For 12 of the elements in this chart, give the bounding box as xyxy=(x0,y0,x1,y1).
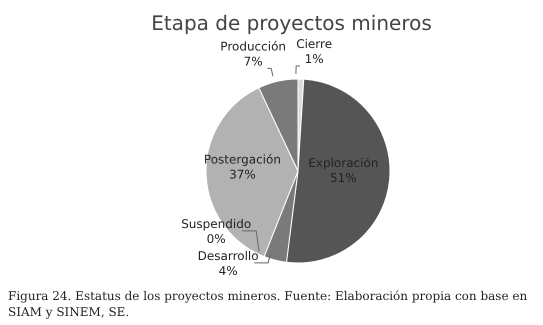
chart-title: Etapa de proyectos mineros xyxy=(150,10,433,37)
slice-label: Producción xyxy=(220,39,286,54)
slice-label: Cierre xyxy=(296,37,332,52)
text: 0% xyxy=(206,232,226,246)
data-label: 37% xyxy=(229,168,256,182)
data-label: 7% xyxy=(244,54,263,68)
category-label: Suspendido xyxy=(181,216,252,231)
text: Figura 24. Estatus de los proyectos mineros. Fuente: Elaboración propia con base en SIAM y SINEM, SE. xyxy=(8,288,528,320)
data-label: 4% xyxy=(218,264,238,278)
data-label: 1% xyxy=(304,52,324,66)
slice-label: Desarrollo xyxy=(198,248,259,263)
slice-label: Postergación xyxy=(204,152,281,167)
